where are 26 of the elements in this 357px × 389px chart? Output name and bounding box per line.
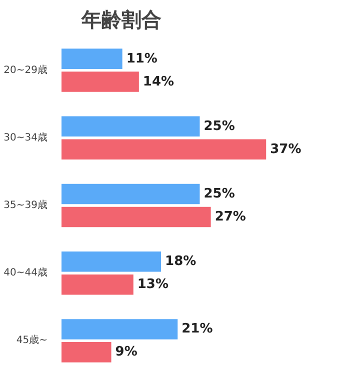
bar xyxy=(62,251,162,272)
y-tick-label: 45歳~ xyxy=(16,334,48,346)
bar xyxy=(62,116,200,137)
bar xyxy=(62,319,178,340)
data-label: 13% xyxy=(137,277,169,292)
bar xyxy=(62,139,266,160)
data-label: 18% xyxy=(165,254,196,270)
bar xyxy=(62,48,122,69)
data-label: 9% xyxy=(115,344,138,360)
bar xyxy=(62,206,211,228)
y-tick-label: 35~39歳 xyxy=(4,199,48,211)
data-label: 25% xyxy=(204,186,235,202)
chart-title: 年齢割合 xyxy=(80,8,162,32)
data-label: 27% xyxy=(214,209,246,224)
y-tick-label: 30~34歳 xyxy=(4,131,48,144)
data-label: 14% xyxy=(142,74,174,90)
bar xyxy=(62,184,200,204)
bar xyxy=(62,274,134,295)
data-label: 37% xyxy=(270,142,302,157)
data-label: 25% xyxy=(204,118,235,134)
bar xyxy=(62,342,112,362)
bar xyxy=(62,72,139,92)
y-tick-label: 20~29歳 xyxy=(4,64,48,76)
y-tick-label: 40~44歳 xyxy=(4,266,48,279)
data-label: 11% xyxy=(126,51,158,66)
data-label: 21% xyxy=(182,322,213,337)
